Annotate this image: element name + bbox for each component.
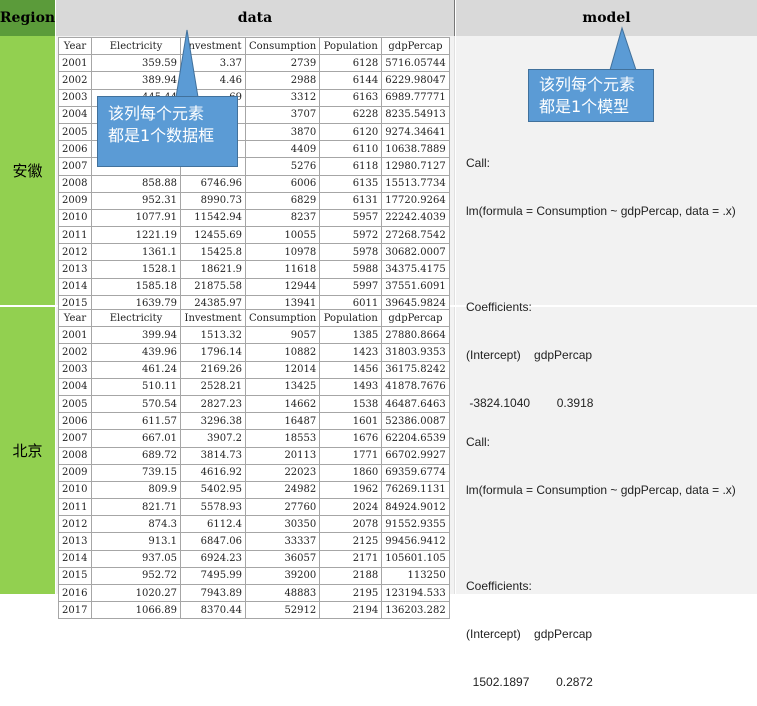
table-cell: 33337 bbox=[244, 532, 321, 551]
table-row: 2004 510.11 2528.21 13425 1493 41878.7676 bbox=[58, 377, 450, 396]
table-row: 2009 952.31 8990.73 6829 6131 17720.9264 bbox=[58, 191, 450, 210]
table-cell: 2015 bbox=[58, 566, 92, 586]
table-row: 2005 570.54 2827.23 14662 1538 46487.6463 bbox=[58, 394, 450, 414]
model-formula: lm(formula = Consumption ~ gdpPercap, da… bbox=[466, 483, 736, 497]
table-cell: 2017 bbox=[58, 601, 92, 620]
model-coef-values: 1502.1897 0.2872 bbox=[466, 675, 593, 689]
table-row: 2002 439.96 1796.14 10882 1423 31803.9353 bbox=[58, 343, 450, 362]
table-row: 2003 461.24 2169.26 12014 1456 36175.8242 bbox=[58, 360, 450, 379]
table-row: 2017 1066.89 8370.44 52912 2194 136203.282 bbox=[58, 601, 450, 620]
header-model[interactable]: model bbox=[456, 0, 757, 36]
header-region[interactable]: Region bbox=[0, 0, 56, 36]
table-cell: 2013 bbox=[58, 532, 92, 551]
model-coef-label: Coefficients: bbox=[466, 579, 532, 593]
table-cell: 30350 bbox=[244, 515, 321, 534]
table-row: 2007 667.01 3907.2 18553 1676 62204.6539 bbox=[58, 429, 450, 448]
header-data[interactable]: data bbox=[56, 0, 455, 36]
model-callout-pointer bbox=[609, 26, 637, 71]
table-cell: 937.05 bbox=[91, 549, 181, 568]
model-coef-label: Coefficients: bbox=[466, 300, 532, 314]
table-cell: 2194 bbox=[319, 601, 383, 620]
table-row: 2011 1221.19 12455.69 10055 5972 27268.7542 bbox=[58, 226, 450, 245]
table-cell: 113250 bbox=[381, 566, 450, 586]
model-call-label: Call: bbox=[466, 435, 491, 449]
table-header-row: Year Electricity Investment Consumption Popu… bbox=[58, 36, 450, 56]
table-header-row: Year Electricity Investment Consumption Popu… bbox=[58, 308, 450, 328]
model-cell-beijing bbox=[456, 307, 757, 594]
table-row: 2012 1361.1 15425.8 10978 5978 30682.0007 bbox=[58, 243, 450, 262]
table-cell: 2188 bbox=[319, 566, 383, 586]
model-coef-header: (Intercept) gdpPercap bbox=[466, 348, 593, 362]
table-cell: 105601.105 bbox=[381, 549, 450, 568]
table-row: 2014 937.05 6924.23 36057 2171 105601.105 bbox=[58, 549, 450, 568]
table-cell: 52912 bbox=[244, 601, 321, 620]
table-cell: 2014 bbox=[58, 549, 92, 568]
data-callout-pointer bbox=[175, 29, 199, 98]
table-row: 2014 1585.18 21875.58 12944 5997 37551.6091 bbox=[58, 277, 450, 296]
table-cell: 5716.05744 bbox=[381, 54, 450, 73]
table-cell: 1066.89 bbox=[91, 601, 181, 620]
table-row: 2011 821.71 5578.93 27760 2024 84924.9012 bbox=[58, 498, 450, 517]
table-cell: 36057 bbox=[244, 549, 321, 568]
table-cell: 8370.44 bbox=[180, 601, 246, 620]
table-row: 2008 689.72 3814.73 20113 1771 66702.9927 bbox=[58, 446, 450, 465]
table-cell: 2078 bbox=[319, 515, 383, 534]
table-cell: 136203.282 bbox=[381, 601, 450, 620]
table-cell: 5578.93 bbox=[180, 498, 246, 517]
table-cell: 99456.9412 bbox=[381, 532, 450, 551]
table-row: 2006 611.57 3296.38 16487 1601 52386.0087 bbox=[58, 412, 450, 431]
table-cell: 84924.9012 bbox=[381, 498, 450, 517]
model-formula: lm(formula = Consumption ~ gdpPercap, da… bbox=[466, 204, 736, 218]
model-callout-note: 该列每个元素 都是1个模型 bbox=[528, 69, 654, 122]
data-callout-note: 该列每个元素 都是1个数据框 bbox=[97, 96, 238, 167]
model-summary-anhui: Call: lm(formula = Consumption ~ gdpPerc… bbox=[466, 123, 736, 427]
model-call-label: Call: bbox=[466, 156, 491, 170]
table-row: 2009 739.15 4616.92 22023 1860 69359.6774 bbox=[58, 463, 450, 482]
table-row: 2001 359.59 3.37 2739 6128 5716.05744 bbox=[58, 54, 450, 73]
model-coef-values: -3824.1040 0.3918 bbox=[466, 396, 594, 410]
table-row: 2012 874.3 6112.4 30350 2078 91552.9355 bbox=[58, 515, 450, 534]
table-cell: 27760 bbox=[244, 498, 321, 517]
region-cell-beijing: 北京 bbox=[0, 307, 55, 594]
table-row: 2015 1639.79 24385.97 13941 6011 39645.9824 bbox=[58, 294, 450, 314]
table-row: 2010 1077.91 11542.94 8237 5957 22242.4039 bbox=[58, 208, 450, 228]
table-row: 2015 952.72 7495.99 39200 2188 113250 bbox=[58, 566, 450, 586]
table-cell: 7495.99 bbox=[180, 566, 246, 586]
region-cell-anhui: 安徽 bbox=[0, 36, 55, 305]
table-row: 2013 913.1 6847.06 33337 2125 99456.9412 bbox=[58, 532, 450, 551]
table-cell: 91552.9355 bbox=[381, 515, 450, 534]
model-coef-header: (Intercept) gdpPercap bbox=[466, 627, 593, 641]
table-cell: 39200 bbox=[244, 566, 321, 586]
